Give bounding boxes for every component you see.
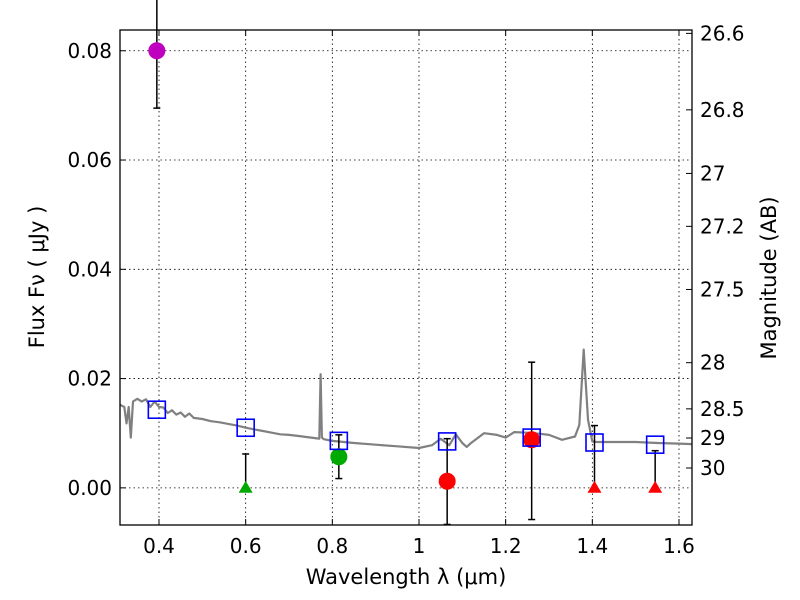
grid-lines: [120, 30, 692, 525]
x-tick-label: 1.4: [576, 534, 608, 558]
magnitude-tick-label: 28: [700, 351, 725, 375]
y-tick-label: 0.06: [67, 148, 112, 172]
magnitude-tick-label: 27: [700, 161, 725, 185]
observed-point: [438, 472, 456, 490]
magnitude-tick-label: 29: [700, 426, 725, 450]
y-tick-label: 0.00: [67, 476, 112, 500]
x-tick-label: 1.2: [490, 534, 522, 558]
x-axis-ticks: 0.4 0.6 0.8 1 1.2 1.4 1.6: [143, 30, 695, 558]
y-axis-ticks: 0.00 0.02 0.04 0.06 0.08: [67, 39, 126, 500]
model-photometry-square: [236, 418, 255, 438]
model-photometry-group: [147, 400, 665, 454]
x-tick-label: 0.4: [143, 534, 175, 558]
model-photometry-square: [645, 435, 665, 454]
upper-limit-marker: [587, 480, 602, 493]
model-photometry-square: [585, 433, 604, 452]
upper-limit-marker: [648, 480, 663, 493]
observed-points-group: [148, 42, 663, 493]
y-axis-label: Flux Fν ( μJy ): [25, 206, 49, 349]
magnitude-tick-label: 28.5: [700, 397, 745, 421]
magnitude-tick-label: 27.2: [700, 214, 745, 238]
y-tick-label: 0.04: [67, 257, 112, 281]
model-photometry-square: [329, 431, 349, 451]
magnitude-tick-label: 27.5: [700, 277, 745, 301]
x-tick-label: 0.8: [316, 534, 348, 558]
magnitude-tick-label: 30: [700, 456, 725, 480]
error-bars-group: [153, 0, 659, 526]
observed-point: [330, 448, 348, 466]
x-tick-label: 0.6: [230, 534, 262, 558]
x-axis-label: Wavelength λ (μm): [306, 565, 507, 589]
model-photometry-square: [522, 428, 541, 447]
magnitude-tick-label: 26.6: [700, 21, 745, 45]
magnitude-axis-label: Magnitude (AB): [757, 196, 781, 359]
x-tick-label: 1.6: [663, 534, 695, 558]
model-photometry-square: [147, 400, 167, 420]
model-spectrum-group: [119, 348, 693, 450]
y-tick-label: 0.02: [67, 367, 112, 391]
plot-frame: [119, 29, 693, 526]
y-tick-label: 0.08: [67, 39, 112, 63]
x-tick-label: 1: [413, 534, 426, 558]
magnitude-axis-ticks: 26.6 26.8 27 27.2 27.5 28 28.5 29 30: [686, 21, 745, 480]
magnitude-tick-label: 26.8: [700, 98, 745, 122]
observed-point: [148, 42, 166, 60]
upper-limit-marker: [238, 480, 253, 493]
model-spectrum-line: [119, 348, 693, 450]
model-photometry-square: [437, 432, 457, 451]
